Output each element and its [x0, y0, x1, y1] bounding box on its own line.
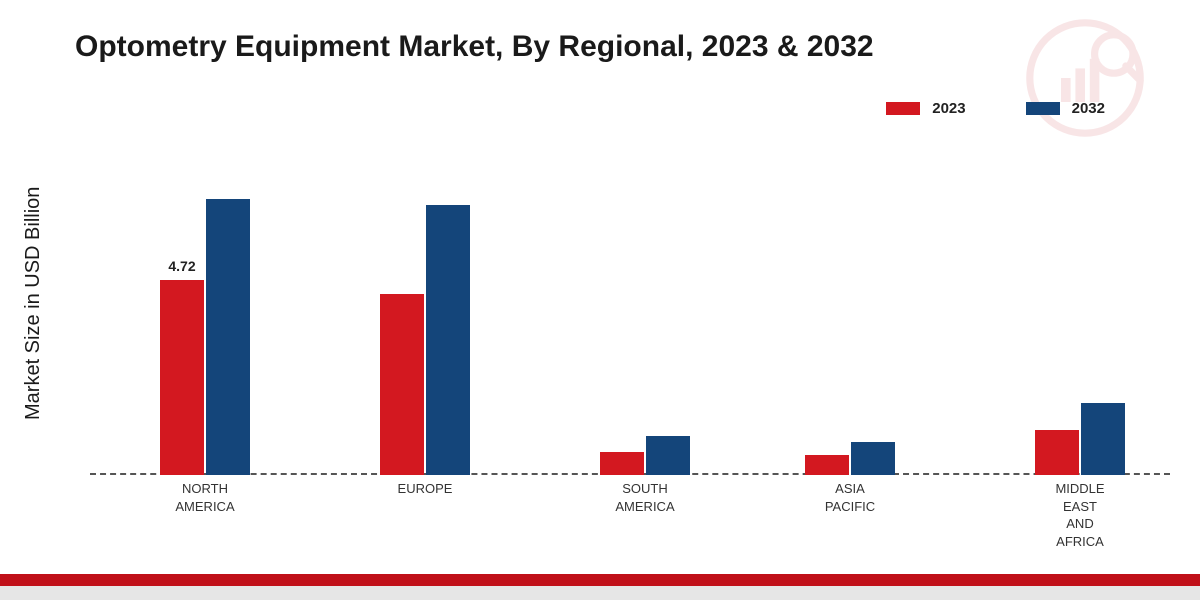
y-axis-label: Market Size in USD Billion [22, 187, 45, 420]
legend-label-2032: 2032 [1072, 100, 1105, 117]
bar [805, 455, 849, 475]
bar [646, 436, 690, 475]
bar [426, 205, 470, 475]
bar [1035, 430, 1079, 475]
bar [600, 452, 644, 475]
bar [851, 442, 895, 475]
plot-area: 4.72 [90, 145, 1170, 475]
legend: 2023 2032 [886, 100, 1105, 117]
bar [380, 294, 424, 476]
bar [160, 280, 204, 475]
x-axis-category: MIDDLE EAST AND AFRICA [1055, 480, 1104, 550]
chart-title: Optometry Equipment Market, By Regional,… [75, 30, 874, 64]
x-axis-category: SOUTH AMERICA [615, 480, 674, 515]
legend-label-2023: 2023 [932, 100, 965, 117]
bar-value-label: 4.72 [168, 258, 195, 274]
bar [206, 199, 250, 475]
legend-swatch-2032 [1026, 102, 1060, 115]
bar [1081, 403, 1125, 475]
legend-swatch-2023 [886, 102, 920, 115]
footer-stripe-gray [0, 586, 1200, 600]
x-axis-category: NORTH AMERICA [175, 480, 234, 515]
footer-stripe-red [0, 574, 1200, 586]
watermark-logo [1025, 18, 1145, 138]
legend-item-2023: 2023 [886, 100, 965, 117]
x-axis-category: EUROPE [398, 480, 453, 498]
x-axis-category: ASIA PACIFIC [825, 480, 875, 515]
legend-item-2032: 2032 [1026, 100, 1105, 117]
